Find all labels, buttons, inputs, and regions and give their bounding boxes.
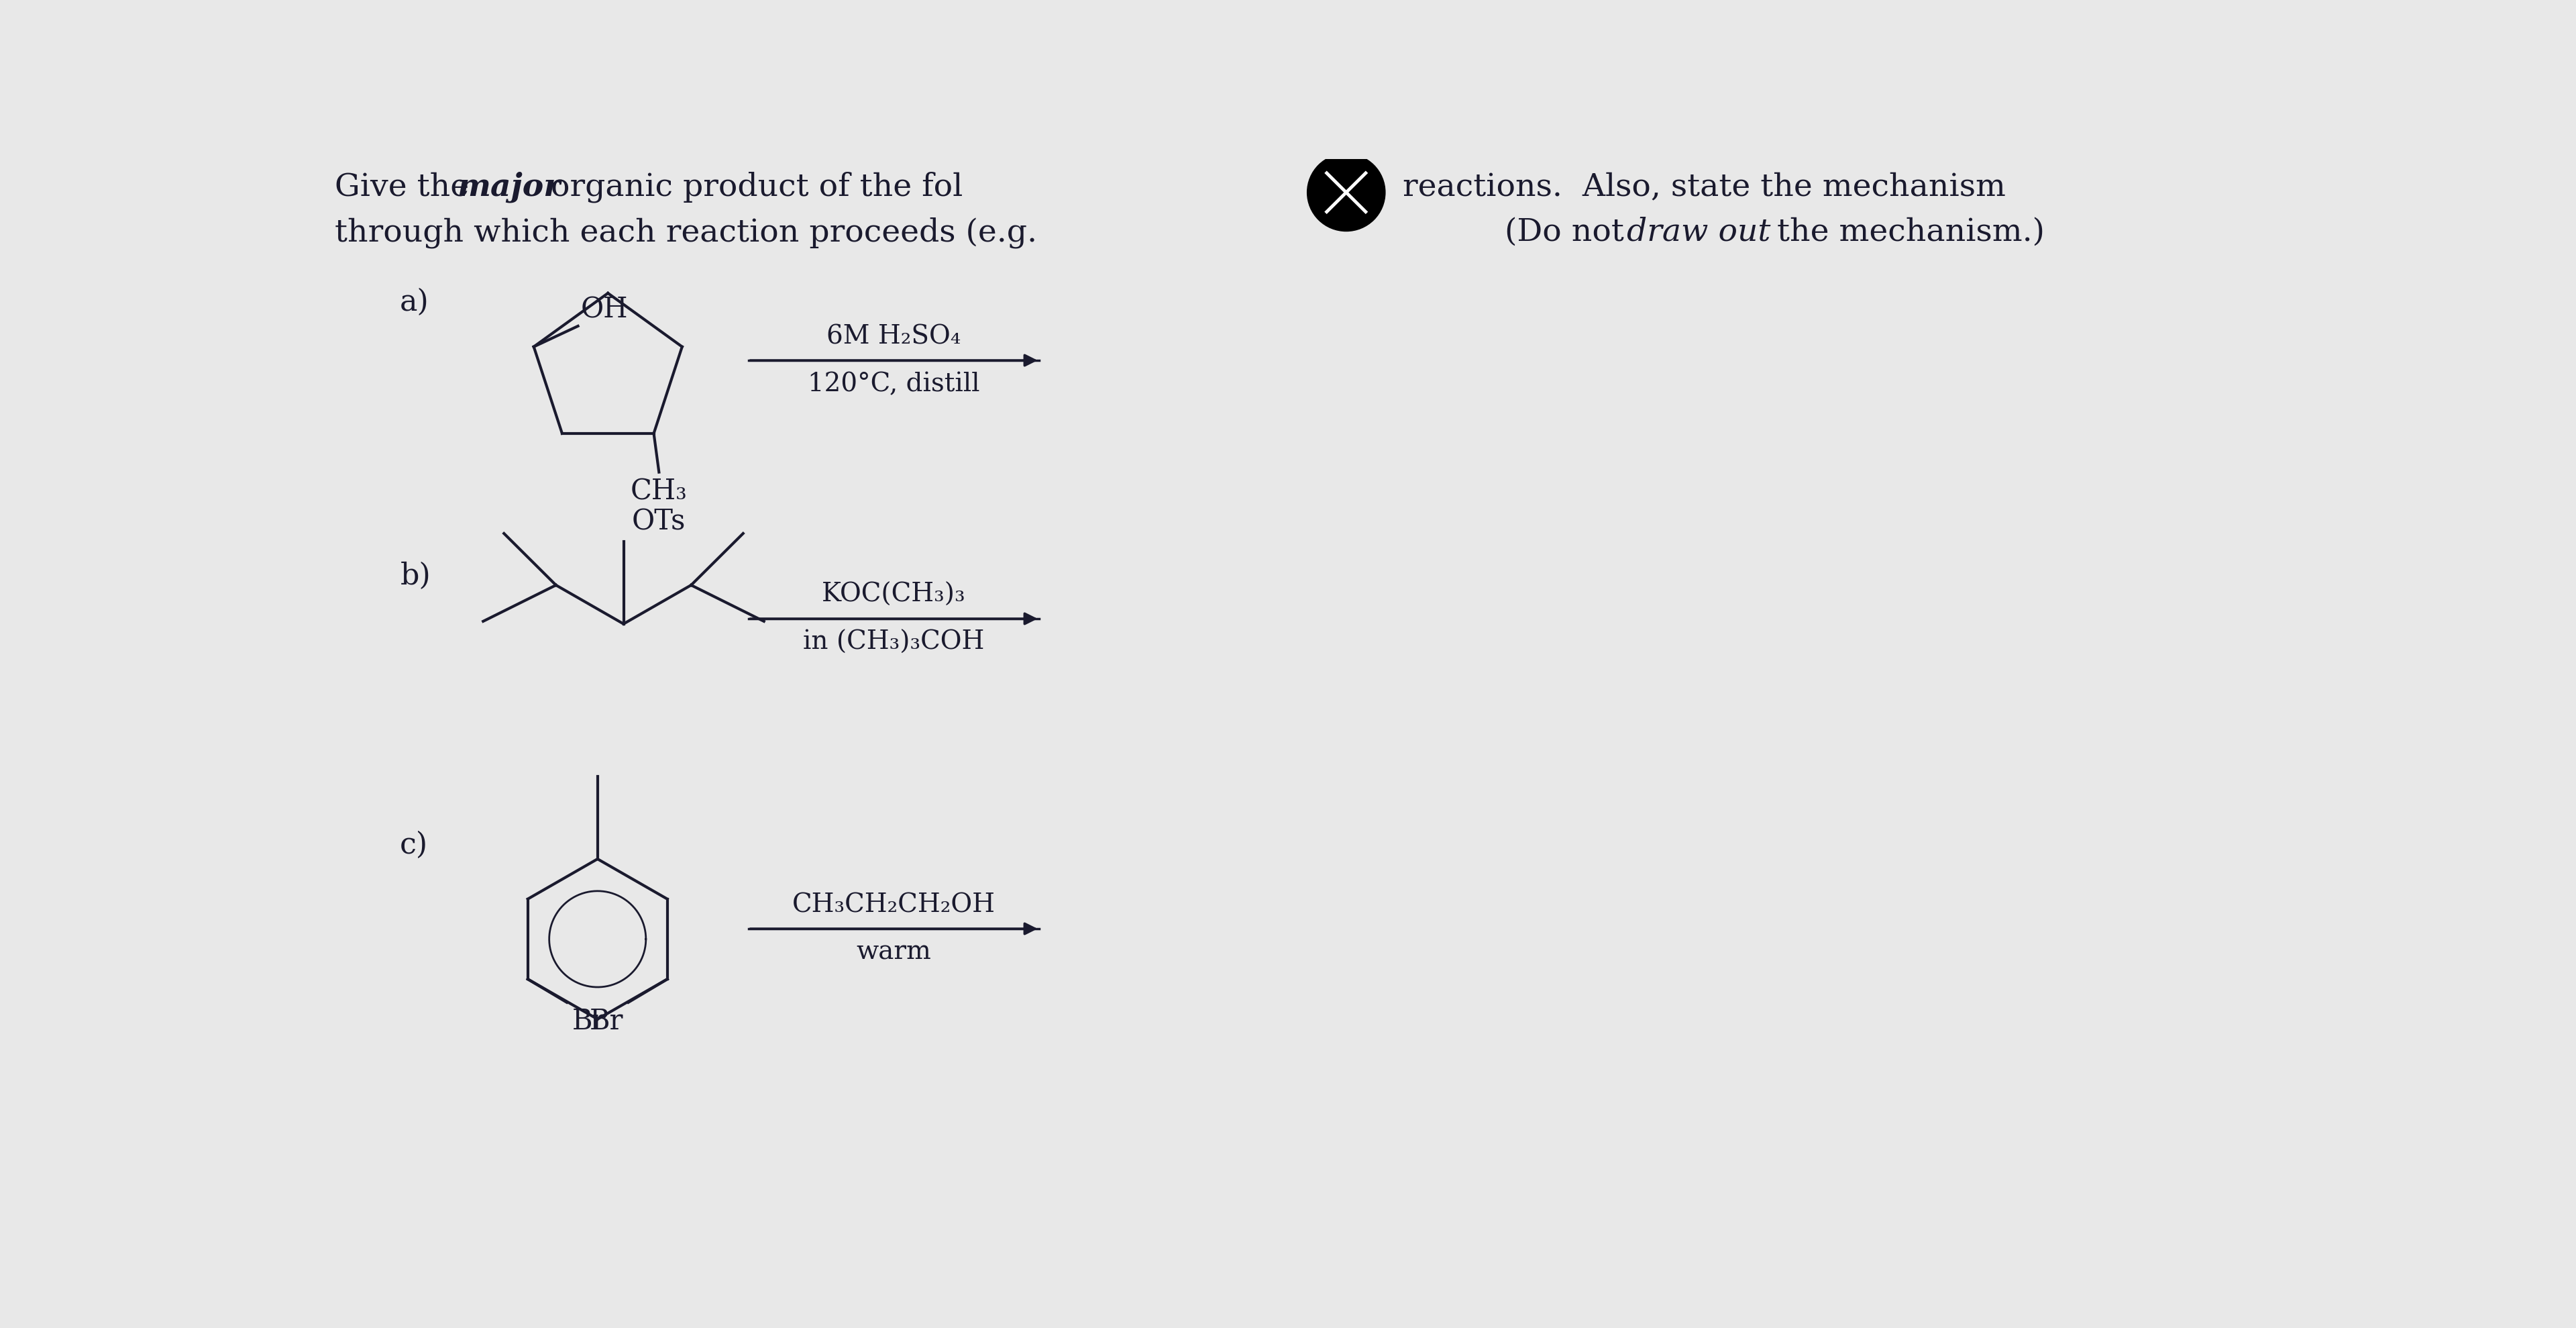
Text: 6M H₂SO₄: 6M H₂SO₄ <box>827 324 961 349</box>
Text: OTs: OTs <box>631 507 685 537</box>
Text: CH₃CH₂CH₂OH: CH₃CH₂CH₂OH <box>793 892 994 918</box>
Text: in (CH₃)₃COH: in (CH₃)₃COH <box>804 629 984 655</box>
Text: Give the: Give the <box>335 171 479 202</box>
Text: the mechanism.): the mechanism.) <box>1767 218 2045 247</box>
Text: organic product of the fol: organic product of the fol <box>541 171 963 203</box>
Text: KOC(CH₃)₃: KOC(CH₃)₃ <box>822 583 966 607</box>
Text: b): b) <box>399 562 430 591</box>
Text: major: major <box>456 171 562 203</box>
Text: through which each reaction proceeds (e.g.: through which each reaction proceeds (e.… <box>335 218 1038 248</box>
Text: reactions.  Also, state the mechanism: reactions. Also, state the mechanism <box>1394 171 2007 202</box>
Text: Br: Br <box>590 1008 623 1036</box>
Text: CH₃: CH₃ <box>631 477 688 506</box>
Text: 120°C, distill: 120°C, distill <box>809 372 979 397</box>
Text: a): a) <box>399 288 430 317</box>
Circle shape <box>1306 154 1386 231</box>
Text: OH: OH <box>580 295 629 324</box>
Text: draw out: draw out <box>1628 218 1770 247</box>
Text: (Do not: (Do not <box>1504 218 1633 247</box>
Text: Br: Br <box>572 1008 605 1036</box>
Text: warm: warm <box>855 940 933 965</box>
Text: c): c) <box>399 830 428 859</box>
